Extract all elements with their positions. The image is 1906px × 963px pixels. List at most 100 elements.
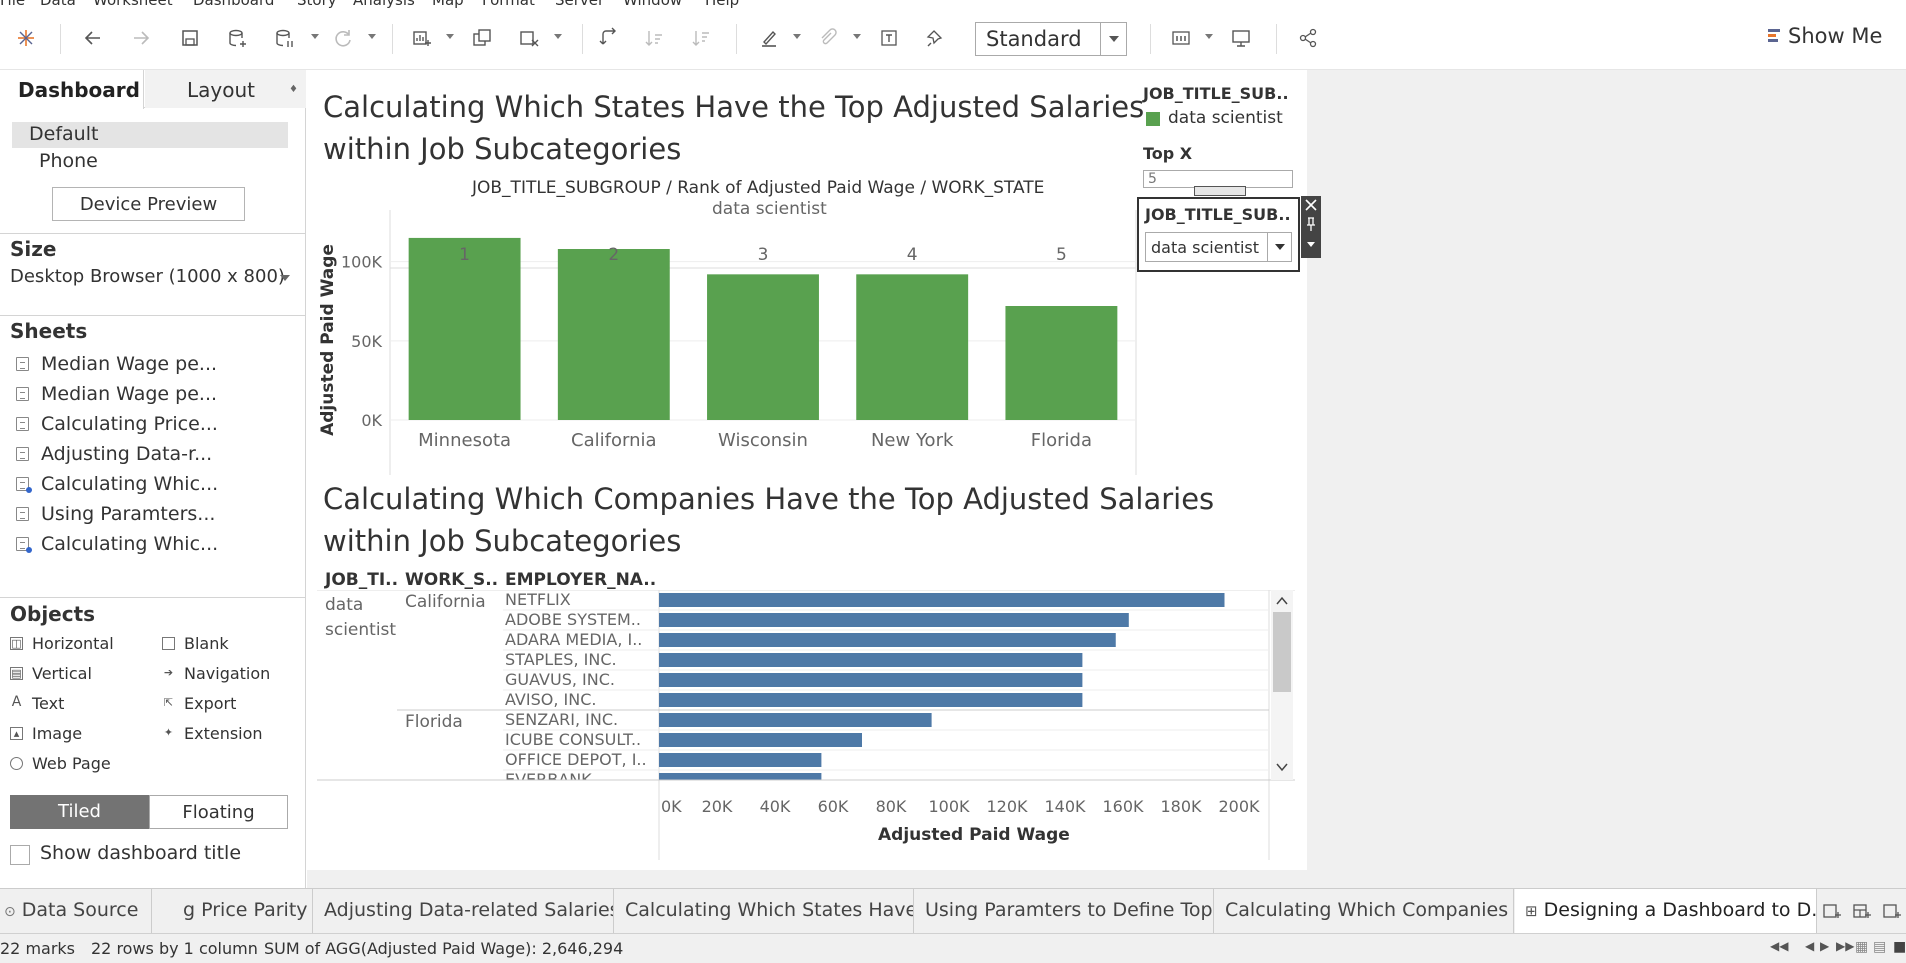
job-title-filter-select[interactable]: data scientist (1145, 232, 1292, 262)
show-cards-icon[interactable] (1167, 24, 1195, 52)
tab-view-icon[interactable]: ■ (1893, 939, 1906, 955)
fit-select[interactable]: Standard (975, 22, 1127, 56)
col-header-work-state[interactable]: WORK_S.. (405, 570, 499, 590)
sheet-item[interactable]: Using Paramters... (16, 500, 296, 528)
menu-help[interactable]: Help (705, 0, 739, 8)
object-extension[interactable]: ✦ Extension (162, 724, 263, 743)
menu-dashboard[interactable]: Dashboard (193, 0, 274, 8)
filmstrip-view-icon[interactable]: ▤ (1873, 939, 1887, 955)
object-export[interactable]: ⇱ Export (162, 694, 236, 713)
menu-worksheet[interactable]: Worksheet (93, 0, 173, 8)
menu-map[interactable]: Map (432, 0, 464, 8)
undo-icon[interactable] (79, 24, 107, 52)
clear-sheet-icon[interactable] (515, 24, 543, 52)
sheet-item[interactable]: Calculating Price... (16, 410, 296, 438)
tab-states-top[interactable]: Calculating Which States Have t... (615, 889, 914, 934)
new-worksheet-dropdown[interactable] (446, 34, 454, 39)
object-vertical[interactable]: ▤ Vertical (10, 664, 92, 683)
nav-first-icon[interactable]: ◀◀ (1770, 939, 1789, 953)
sheet-item[interactable]: Median Wage pe... (16, 380, 296, 408)
size-select[interactable]: Desktop Browser (1000 x 800) (10, 266, 290, 287)
new-dashboard-tab-icon[interactable] (1848, 897, 1876, 925)
duplicate-icon[interactable] (468, 24, 496, 52)
object-navigation[interactable]: ➔ Navigation (162, 664, 270, 683)
col-header-job-title[interactable]: JOB_TI.. (325, 570, 399, 590)
pause-updates-dropdown[interactable] (311, 34, 319, 39)
refresh-icon[interactable] (329, 24, 357, 52)
job-title-filter-card[interactable]: JOB_TITLE_SUB.. data scientist (1137, 197, 1300, 272)
tab-adjusting-salaries[interactable]: Adjusting Data-related Salaries f... (314, 889, 614, 934)
device-default[interactable]: Default (12, 122, 288, 148)
object-web-page[interactable]: Web Page (10, 754, 111, 773)
grid-view-icon[interactable]: ▦ (1855, 939, 1869, 955)
floating-button[interactable]: Floating (149, 795, 288, 829)
share-icon[interactable] (1294, 24, 1322, 52)
status-marks: 22 marks (0, 939, 76, 958)
chevron-down-icon[interactable] (1100, 23, 1126, 55)
menu-window[interactable]: Window (623, 0, 682, 8)
object-image[interactable]: ▴ Image (10, 724, 82, 743)
pin-icon[interactable] (1307, 217, 1315, 231)
nav-next-icon[interactable]: ▶ (1820, 939, 1830, 953)
status-rows: 22 rows by 1 column (91, 939, 258, 958)
device-preview-button[interactable]: Device Preview (52, 187, 245, 221)
object-text[interactable]: A Text (10, 694, 65, 713)
menu-file[interactable]: File (0, 0, 25, 8)
tab-data-source[interactable]: ⊙ Data Source (0, 889, 152, 934)
show-me-button[interactable]: Show Me (1768, 24, 1882, 48)
tiled-button[interactable]: Tiled (10, 795, 149, 829)
save-icon[interactable] (176, 24, 204, 52)
new-story-tab-icon[interactable] (1878, 897, 1906, 925)
col-header-employer[interactable]: EMPLOYER_NA.. (505, 570, 657, 590)
tab-dashboard-active[interactable]: ⊞ Designing a Dashboard to D... (1515, 889, 1817, 934)
object-blank[interactable]: Blank (162, 634, 229, 653)
worksheet-icon (16, 417, 29, 431)
tab-price-parity[interactable]: g Price Parity (153, 889, 313, 934)
show-dashboard-title-checkbox[interactable] (10, 845, 30, 865)
menu-story[interactable]: Story (297, 0, 337, 8)
menu-analysis[interactable]: Analysis (353, 0, 415, 8)
swap-rows-columns-icon[interactable] (595, 24, 623, 52)
size-section-title: Size (10, 237, 57, 261)
sheet-item[interactable]: Calculating Whic... (16, 470, 296, 498)
close-icon[interactable] (1305, 199, 1317, 211)
redo-icon[interactable] (127, 24, 155, 52)
drag-handle[interactable] (1194, 186, 1246, 196)
show-mark-labels-icon[interactable] (875, 24, 903, 52)
sort-descending-icon[interactable] (688, 24, 716, 52)
fix-axes-pin-icon[interactable] (922, 24, 950, 52)
sheet-item[interactable]: Adjusting Data-r... (16, 440, 296, 468)
menu-server[interactable]: Server (555, 0, 604, 8)
sort-ascending-icon[interactable] (641, 24, 669, 52)
show-cards-dropdown[interactable] (1205, 34, 1213, 39)
legend-item[interactable]: data scientist (1168, 108, 1283, 128)
object-horizontal[interactable]: ◫ Horizontal (10, 634, 114, 653)
highlight-dropdown[interactable] (793, 34, 801, 39)
presentation-mode-icon[interactable] (1227, 24, 1255, 52)
tableau-logo-icon[interactable] (12, 24, 40, 52)
clear-sheet-dropdown[interactable] (554, 34, 562, 39)
more-options-icon[interactable] (1307, 242, 1315, 247)
nav-prev-icon[interactable]: ◀ (1805, 939, 1815, 953)
employer-label: NETFLIX (505, 590, 571, 609)
new-worksheet-icon[interactable] (408, 24, 436, 52)
nav-last-icon[interactable]: ▶▶ (1836, 939, 1855, 953)
tab-layout[interactable]: Layout ♦ (145, 70, 306, 108)
sheet-item[interactable]: Calculating Whic... (16, 530, 296, 558)
highlight-icon[interactable] (755, 24, 783, 52)
tab-dashboard[interactable]: Dashboard (0, 70, 144, 109)
menu-data[interactable]: Data (40, 0, 76, 8)
tab-using-parameters[interactable]: Using Paramters to Define Top ... (915, 889, 1214, 934)
tab-companies-top[interactable]: Calculating Which Companies H... (1215, 889, 1514, 934)
chevron-down-icon[interactable] (280, 275, 290, 281)
group-members-icon[interactable] (814, 24, 842, 52)
refresh-dropdown[interactable] (368, 34, 376, 39)
pause-updates-icon[interactable] (270, 24, 298, 52)
device-phone[interactable]: Phone (39, 150, 98, 172)
menu-format[interactable]: Format (482, 0, 535, 8)
new-data-source-icon[interactable] (223, 24, 251, 52)
group-members-dropdown[interactable] (853, 34, 861, 39)
new-worksheet-tab-icon[interactable] (1818, 897, 1846, 925)
sheet-item[interactable]: Median Wage pe... (16, 350, 296, 378)
chevron-down-icon[interactable] (1267, 233, 1291, 261)
